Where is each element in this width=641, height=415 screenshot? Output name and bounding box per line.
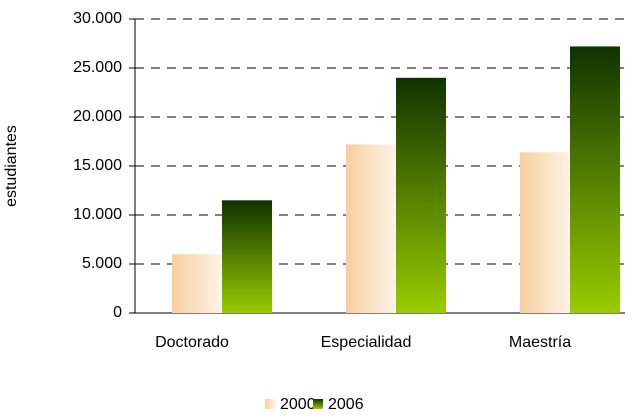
y-tick-label: 0 xyxy=(113,304,122,321)
y-axis-label: estudiantes xyxy=(3,125,20,207)
legend-swatch xyxy=(313,399,323,409)
legend-label: 2006 xyxy=(328,396,364,413)
y-tick-label: 10.000 xyxy=(73,206,122,223)
bar xyxy=(520,152,570,313)
x-tick-label: Especialidad xyxy=(321,334,412,351)
legend-swatch xyxy=(265,399,275,409)
bar xyxy=(172,254,222,313)
x-tick-label: Maestría xyxy=(509,334,571,351)
legend-label: 2000 xyxy=(280,396,316,413)
y-tick-label: 15.000 xyxy=(73,157,122,174)
bar xyxy=(570,46,620,313)
bar xyxy=(396,77,446,313)
x-tick-label: Doctorado xyxy=(155,334,229,351)
y-tick-label: 5.000 xyxy=(82,255,122,272)
bar xyxy=(346,144,396,313)
y-tick-label: 30.000 xyxy=(73,10,122,27)
y-tick-label: 20.000 xyxy=(73,108,122,125)
y-tick-label: 25.000 xyxy=(73,59,122,76)
bar xyxy=(222,200,272,313)
